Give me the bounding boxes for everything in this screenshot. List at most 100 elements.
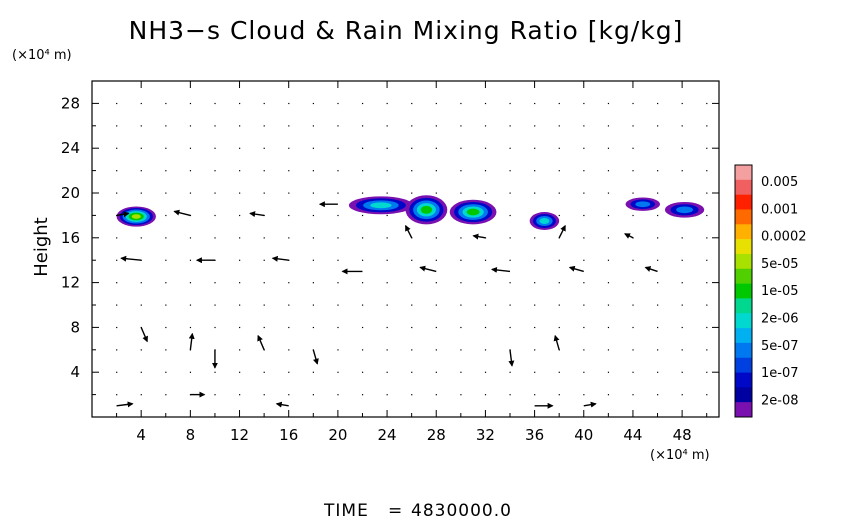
grid-dot (263, 282, 265, 284)
grid-dot (435, 282, 437, 284)
grid-dot (534, 192, 536, 194)
x-axis: 4 8 12 16 20 24 28 32 36 40 44 48 (116, 81, 708, 444)
grid-dot (657, 102, 659, 105)
grid-dot (165, 147, 167, 149)
grid-dot (189, 170, 192, 172)
grid-dot (239, 237, 241, 239)
grid-dot (411, 304, 413, 306)
grid-dot (632, 102, 634, 105)
grid-dot (337, 147, 339, 149)
grid-dot (509, 371, 511, 373)
grid-dot (165, 326, 167, 329)
colorbar-swatch (735, 298, 752, 314)
grid-dot (632, 371, 634, 373)
grid-dot (607, 170, 610, 172)
grid-dot (239, 102, 241, 105)
grid-dot (165, 102, 167, 105)
grid-dot (657, 394, 659, 396)
grid-dot (239, 304, 241, 306)
cloud-region (405, 195, 448, 225)
wind-vector (116, 211, 130, 218)
wind-vector (644, 266, 658, 273)
grid-dot (558, 304, 560, 306)
grid-dot (140, 170, 142, 172)
grid-dot (189, 259, 192, 261)
cloud-region (625, 197, 660, 211)
grid-dot (239, 214, 241, 217)
grid-dot (607, 259, 610, 261)
time-value: 4830000.0 (411, 501, 512, 519)
grid-dot (411, 170, 413, 172)
grid-dot (263, 125, 265, 127)
grid-dot (484, 394, 487, 396)
grid-dot (583, 170, 585, 172)
grid-dot (337, 282, 339, 284)
grid-dot (361, 349, 364, 351)
colorbar-label: 1e-07 (761, 366, 799, 381)
grid-dot (411, 192, 413, 194)
grid-dot (189, 102, 192, 105)
grid-dot (632, 192, 634, 194)
grid-dot (484, 304, 487, 306)
grid-dot (263, 394, 265, 396)
grid-dot (460, 394, 462, 396)
grid-dot (607, 326, 610, 329)
y-tick-label: 12 (61, 274, 80, 292)
colorbar-swatch (735, 387, 752, 403)
grid-dot (140, 237, 142, 239)
grid-dot (239, 349, 241, 351)
grid-dot (509, 304, 511, 306)
grid-dot (116, 259, 118, 261)
grid-dot (583, 192, 585, 194)
grid-dot (681, 371, 683, 373)
wind-vector (553, 334, 560, 350)
grid-dot (607, 282, 610, 284)
grid-dot (312, 214, 314, 217)
wind-vector (472, 233, 486, 240)
grid-dot (435, 371, 437, 373)
grid-dot (165, 304, 167, 306)
grid-dot (214, 282, 216, 284)
grid-dot (681, 147, 683, 149)
grid-dot (509, 102, 511, 105)
grid-dot (706, 349, 708, 351)
y-tick-label: 8 (70, 318, 80, 336)
grid-dot (165, 170, 167, 172)
grid-dot (116, 102, 118, 105)
wind-vector (312, 349, 319, 365)
grid-dot (534, 326, 536, 329)
grid-dot (607, 147, 610, 149)
colorbar: 0.005 0.001 0.0002 5e-05 1e-05 2e-06 5e-07 1e-0… (734, 164, 807, 418)
grid-dot (361, 102, 364, 105)
grid-dot (288, 125, 290, 127)
x-tick-label: 28 (427, 426, 446, 444)
grid-dot (288, 282, 290, 284)
grid-dot (189, 125, 192, 127)
grid-dot (140, 304, 142, 306)
grid-dot (189, 326, 192, 329)
grid-dot (214, 214, 216, 217)
grid-dot (189, 214, 192, 217)
grid-dot (509, 259, 511, 261)
grid-dot (706, 259, 708, 261)
grid-dot (312, 102, 314, 105)
colorbar-label: 2e-08 (761, 393, 799, 408)
grid-dot (435, 304, 437, 306)
wind-vector (568, 265, 584, 273)
grid-dot (288, 237, 290, 239)
grid-dot (337, 237, 339, 239)
x-tick-label: 16 (279, 426, 298, 444)
grid-dot (534, 259, 536, 261)
time-label: TIME (323, 501, 369, 519)
grid-dot (116, 192, 118, 194)
grid-dot (460, 349, 462, 351)
grid-dot (189, 147, 192, 149)
grid-dot (214, 237, 216, 239)
grid-dot (583, 282, 585, 284)
colorbar-label: 0.0002 (761, 230, 807, 245)
grid-dot (165, 371, 167, 373)
grid-dot (435, 259, 437, 261)
grid-dot (337, 170, 339, 172)
grid-dot (288, 326, 290, 329)
grid-dot (632, 147, 634, 149)
